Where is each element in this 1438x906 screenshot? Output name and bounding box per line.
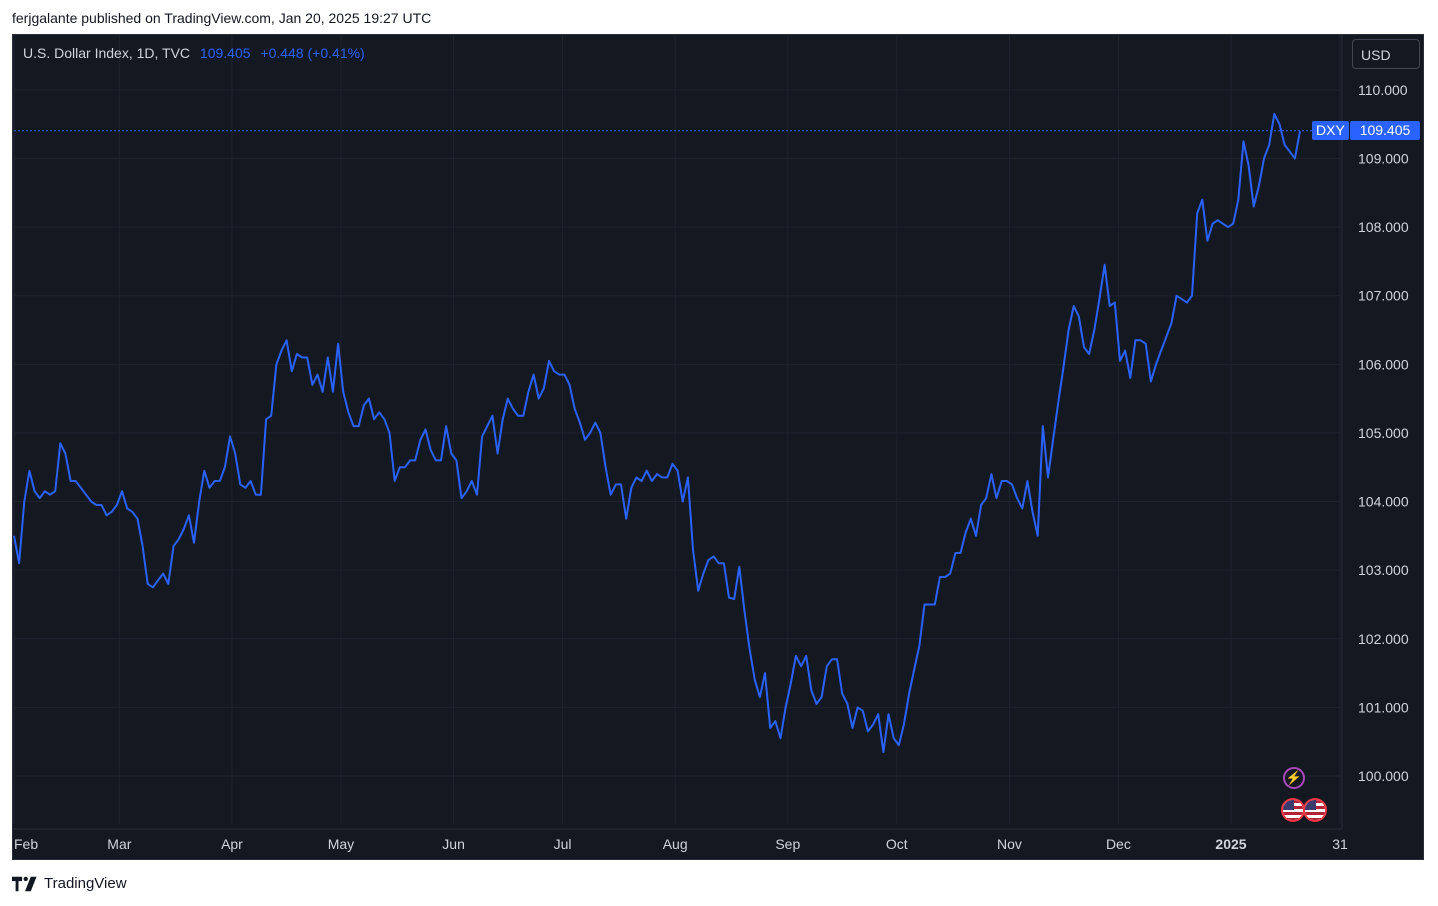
price-tick-label: 102.000: [1358, 631, 1409, 647]
chart-grid: [13, 35, 1341, 824]
price-tick-label: 105.000: [1358, 425, 1409, 441]
price-tick-label: 100.000: [1358, 768, 1409, 784]
us-flag-icon[interactable]: [1303, 798, 1327, 822]
brand-name: TradingView: [44, 875, 127, 892]
time-tick-label: Sep: [775, 836, 800, 852]
symbol-name: U.S. Dollar Index, 1D, TVC: [23, 45, 191, 61]
last-price-label: 109.405: [1350, 121, 1420, 140]
time-tick-label: Feb: [14, 836, 38, 852]
time-tick-label: May: [328, 836, 354, 852]
time-axis: Feb Mar Apr May Jun Jul Aug Sep Oct Nov Dec 2025 31: [12, 828, 1348, 852]
symbol-legend[interactable]: U.S. Dollar Index, 1D, TVC 109.405 +0.44…: [23, 45, 365, 61]
published-by-line: ferjgalante published on TradingView.com…: [12, 10, 432, 26]
currency-selector[interactable]: USD: [1352, 39, 1420, 69]
series-price-label: DXY: [1312, 121, 1349, 140]
time-tick-label: Jun: [442, 836, 465, 852]
chart-pane[interactable]: [12, 34, 1424, 860]
time-tick-label: Mar: [107, 836, 131, 852]
price-tick-label: 101.000: [1358, 699, 1409, 715]
time-tick-label: Jul: [554, 836, 572, 852]
time-tick-label: Apr: [221, 836, 243, 852]
time-tick-label: Nov: [997, 836, 1022, 852]
price-tick-label: 103.000: [1358, 562, 1409, 578]
price-tick-label: 106.000: [1358, 356, 1409, 372]
price-tick-label: 107.000: [1358, 288, 1409, 304]
us-flag-icon[interactable]: [1281, 798, 1305, 822]
lightning-icon[interactable]: ⚡: [1283, 767, 1305, 789]
time-tick-label: 31: [1332, 836, 1348, 852]
price-change-value: +0.448 (+0.41%): [260, 45, 365, 61]
price-chart[interactable]: 100.000 101.000 102.000 103.000 104.000 105.0…: [12, 34, 1424, 860]
last-price-value: 109.405: [199, 45, 251, 61]
tradingview-logo-icon: [12, 876, 37, 891]
dxy-price-line: [13, 112, 1301, 753]
time-tick-label: Aug: [663, 836, 688, 852]
price-tick-label: 110.000: [1358, 82, 1408, 98]
price-axis: 100.000 101.000 102.000 103.000 104.000 105.0…: [1341, 34, 1409, 829]
price-tick-label: 109.000: [1358, 150, 1409, 166]
price-tick-label: 108.000: [1358, 219, 1409, 235]
footer-brand[interactable]: TradingView: [12, 875, 127, 892]
time-tick-label: 2025: [1215, 836, 1246, 852]
time-tick-label: Dec: [1106, 836, 1131, 852]
time-tick-label: Oct: [886, 836, 908, 852]
price-tick-label: 104.000: [1358, 494, 1409, 510]
